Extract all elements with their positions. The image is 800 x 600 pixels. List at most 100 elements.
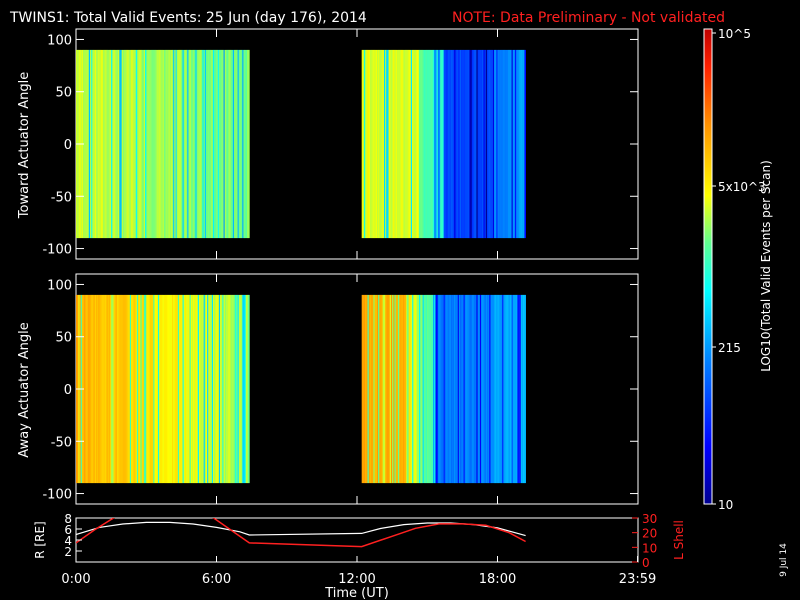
colorbar-tick-label: 5x10^3 <box>718 180 766 194</box>
heatmap-cell <box>124 49 126 239</box>
heatmap-cell <box>208 294 210 484</box>
heatmap-cell <box>471 49 474 239</box>
heatmap-cell <box>239 49 242 239</box>
heatmap-cell <box>372 49 374 239</box>
heatmap-cell <box>216 294 219 484</box>
lshell-tick-label: 0 <box>642 556 650 570</box>
heatmap-cell <box>104 49 106 239</box>
heatmap-cell <box>502 294 504 484</box>
heatmap-cell <box>152 294 154 484</box>
x-tick-label: 18:00 <box>479 572 516 587</box>
heatmap-cell <box>468 49 470 239</box>
heatmap-cell <box>380 49 382 239</box>
heatmap-cell <box>139 294 141 484</box>
colorbar-label: LOG10(Total Valid Events per Scan) <box>759 160 773 372</box>
heatmap-cell <box>456 294 459 484</box>
heatmap-cell <box>362 294 365 484</box>
heatmap-cell <box>422 294 425 484</box>
heatmap-cell <box>516 49 518 239</box>
heatmap-cell <box>222 49 224 239</box>
heatmap-cell <box>419 49 421 239</box>
heatmap-cell <box>440 294 442 484</box>
heatmap-cell <box>194 294 196 484</box>
heatmap-cell <box>167 49 169 239</box>
heatmap-cell <box>510 49 512 239</box>
heatmap-cell <box>161 294 164 484</box>
heatmap-cell <box>246 49 249 239</box>
heatmap-cell <box>367 49 370 239</box>
heatmap-cell <box>392 49 394 239</box>
heatmap-cell <box>401 49 404 239</box>
heatmap-cell <box>453 294 455 484</box>
x-tick-label: 6:00 <box>202 572 231 587</box>
heatmap-cell <box>170 49 173 239</box>
heatmap-cell <box>441 294 443 484</box>
heatmap-cell <box>390 294 393 484</box>
heatmap-cell <box>424 294 427 484</box>
heatmap-cell <box>367 294 370 484</box>
heatmap-cell <box>222 294 224 484</box>
heatmap-cell <box>107 49 110 239</box>
heatmap-cell <box>460 49 462 239</box>
toward-heatmap <box>76 49 526 239</box>
heatmap-cell <box>229 49 231 239</box>
heatmap-cell <box>449 49 452 239</box>
heatmap-cell <box>227 294 229 484</box>
heatmap-cell <box>93 49 96 239</box>
heatmap-cell <box>153 49 155 239</box>
heatmap-cell <box>402 49 405 239</box>
heatmap-cell <box>111 294 113 484</box>
heatmap-cell <box>105 49 107 239</box>
heatmap-cell <box>182 49 185 239</box>
heatmap-cell <box>437 49 440 239</box>
heatmap-cell <box>173 294 175 484</box>
heatmap-cell <box>179 49 181 239</box>
heatmap-cell <box>152 49 154 239</box>
heatmap-cell <box>498 49 501 239</box>
heatmap-cell <box>195 294 197 484</box>
heatmap-cell <box>385 49 387 239</box>
heatmap-cell <box>464 294 467 484</box>
heatmap-cell <box>477 49 480 239</box>
heatmap-cell <box>157 49 160 239</box>
heatmap-cell <box>207 49 209 239</box>
heatmap-cell <box>242 294 244 484</box>
heatmap-cell <box>375 294 378 484</box>
x-tick-label: 23:59 <box>619 572 656 587</box>
heatmap-cell <box>428 294 430 484</box>
heatmap-cell <box>161 49 164 239</box>
heatmap-cell <box>410 294 413 484</box>
heatmap-cell <box>228 49 230 239</box>
heatmap-cell <box>492 294 495 484</box>
heatmap-cell <box>386 49 388 239</box>
heatmap-cell <box>131 49 133 239</box>
heatmap-cell <box>186 49 188 239</box>
heatmap-cell <box>154 294 157 484</box>
heatmap-cell <box>231 294 234 484</box>
heatmap-cell <box>405 294 407 484</box>
heatmap-cell <box>503 294 505 484</box>
heatmap-cell <box>139 49 141 239</box>
heatmap-cell <box>154 49 157 239</box>
heatmap-cell <box>503 49 505 239</box>
heatmap-cell <box>225 49 228 239</box>
heatmap-cell <box>92 294 94 484</box>
heatmap-cell <box>177 294 180 484</box>
colorbar-tick-label: 10^5 <box>718 27 751 41</box>
heatmap-cell <box>200 49 202 239</box>
heatmap-cell <box>193 294 195 484</box>
heatmap-cell <box>205 49 208 239</box>
heatmap-cell <box>148 49 151 239</box>
heatmap-cell <box>440 49 442 239</box>
heatmap-cell <box>427 294 429 484</box>
heatmap-cell <box>172 49 174 239</box>
heatmap-cell <box>479 294 482 484</box>
heatmap-cell <box>505 294 508 484</box>
heatmap-cell <box>441 49 443 239</box>
heatmap-cell <box>150 49 153 239</box>
heatmap-cell <box>364 294 366 484</box>
heatmap-cell <box>115 294 118 484</box>
heatmap-cell <box>106 49 109 239</box>
away-y-label: Away Actuator Angle <box>17 322 32 457</box>
heatmap-cell <box>236 294 238 484</box>
